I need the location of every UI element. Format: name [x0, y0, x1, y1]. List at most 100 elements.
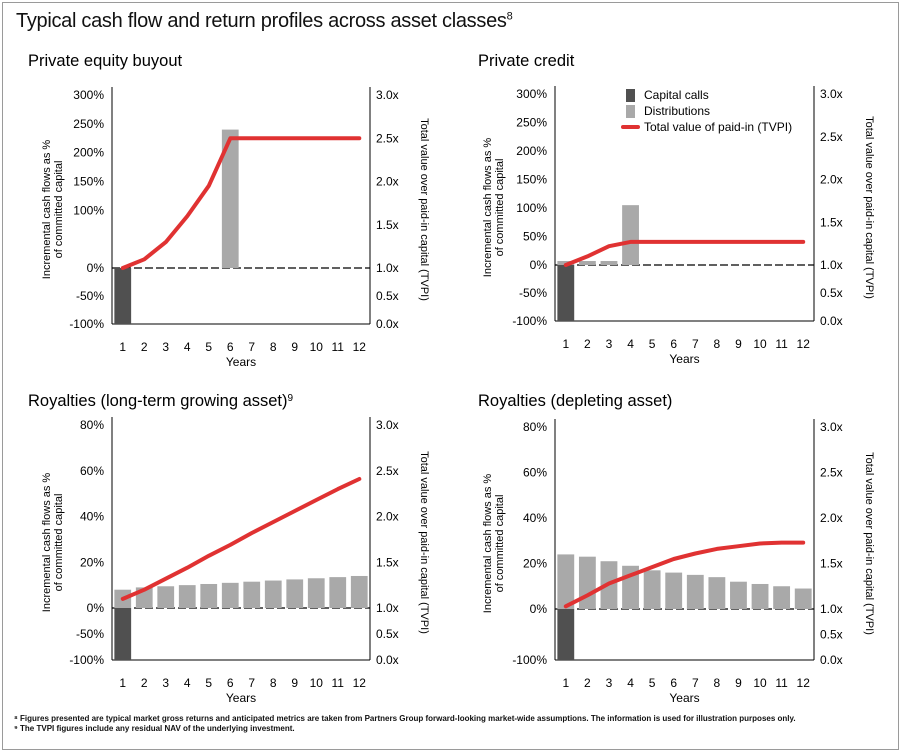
y2-tick-label: 2.0x — [820, 511, 843, 525]
bar-distribution — [665, 572, 683, 609]
x-tick-label: 9 — [735, 337, 742, 351]
title-footnote-ref: 9 — [288, 393, 294, 404]
y-axis-title-line1: Incremental cash flows as % — [482, 474, 494, 614]
bar-distribution — [600, 261, 618, 265]
y-tick-label: 20% — [523, 557, 547, 571]
x-tick-label: 8 — [270, 676, 277, 690]
bar-distribution — [157, 586, 175, 608]
x-tick-label: 7 — [692, 337, 699, 351]
y-axis-title-line1: Incremental cash flows as % — [41, 140, 53, 280]
chart-panel-4: Royalties (depleting asset) -100% 0% 20% 40%… — [478, 392, 875, 705]
y-axis-title-line1: Incremental cash flows as % — [41, 473, 53, 613]
y2-tick-label: 2.5x — [820, 466, 843, 480]
y2-tick-label: 0.0x — [820, 314, 843, 328]
y-tick-label: -100% — [69, 317, 104, 331]
bar-distribution — [751, 583, 769, 609]
x-tick-label: 4 — [627, 676, 634, 690]
x-axis-title: Years — [226, 355, 256, 369]
y2-axis-title: Total value over paid-in capital (TVPI) — [418, 118, 430, 301]
y-tick-label: -50% — [76, 627, 104, 641]
x-axis-title: Years — [669, 691, 699, 705]
y2-tick-label: 2.0x — [820, 173, 843, 187]
y-tick-label: 40% — [80, 510, 104, 524]
y-tick-label: 100% — [516, 201, 547, 215]
y2-tick-label: 1.5x — [820, 215, 843, 229]
y2-tick-label: 0.0x — [820, 653, 843, 667]
x-tick-label: 11 — [775, 337, 788, 351]
chart-panel-1: Private equity buyout -100% -50% 0% 100% 150%… — [28, 52, 430, 369]
y2-tick-label: 1.5x — [820, 557, 843, 571]
bar-distribution — [773, 586, 791, 609]
x-tick-label: 4 — [627, 337, 634, 351]
x-tick-label: 7 — [692, 676, 699, 690]
x-tick-label: 2 — [141, 340, 148, 354]
y-tick-label: 150% — [73, 175, 104, 189]
chart-panel-2: Private credit -100% -50% 0% 50% 100% 150% 200%… — [478, 52, 875, 366]
bar-distribution — [622, 205, 639, 265]
x-tick-label: 9 — [735, 676, 742, 690]
x-tick-label: 2 — [584, 337, 591, 351]
y2-tick-label: 0.5x — [376, 627, 399, 641]
x-tick-label: 1 — [562, 337, 569, 351]
y-tick-label: 50% — [523, 230, 547, 244]
x-tick-label: 6 — [227, 676, 234, 690]
y-tick-label: 80% — [80, 418, 104, 432]
bar-distribution — [286, 579, 304, 608]
x-tick-label: 11 — [332, 676, 345, 690]
y2-tick-label: 1.5x — [376, 555, 399, 569]
x-axis-title: Years — [226, 691, 256, 705]
y2-tick-label: 0.0x — [376, 317, 399, 331]
x-tick-label: 6 — [670, 337, 677, 351]
y-tick-label: 250% — [516, 116, 547, 130]
legend-swatch-1 — [626, 89, 635, 102]
y2-tick-label: 0.0x — [376, 653, 399, 667]
legend-swatch-2 — [626, 105, 635, 118]
x-tick-label: 5 — [649, 676, 656, 690]
x-tick-label: 7 — [248, 340, 255, 354]
bar-distribution — [350, 575, 368, 608]
x-tick-label: 3 — [162, 340, 169, 354]
footnote-1: ⁸ Figures presented are typical market g… — [14, 714, 796, 723]
bar-distribution — [643, 570, 661, 609]
x-tick-label: 8 — [714, 337, 721, 351]
tvpi-line — [563, 239, 806, 267]
legend-label-1: Capital calls — [644, 88, 709, 102]
y2-axis-title: Total value over paid-in capital (TVPI) — [863, 452, 875, 635]
x-axis-title: Years — [669, 352, 699, 366]
bar-capital-call — [114, 608, 132, 660]
y-axis-title-line2: of committed capital — [494, 159, 506, 257]
x-tick-label: 7 — [248, 676, 255, 690]
bar-distribution — [243, 581, 261, 608]
x-tick-label: 5 — [205, 676, 212, 690]
y-tick-label: 250% — [73, 117, 104, 131]
y-tick-label: 200% — [73, 146, 104, 160]
y-tick-label: 0% — [530, 258, 548, 272]
x-tick-label: 3 — [162, 676, 169, 690]
y2-tick-label: 0.5x — [820, 286, 843, 300]
bar-distribution — [221, 582, 239, 608]
y2-tick-label: 1.0x — [820, 602, 843, 616]
y-tick-label: 150% — [516, 173, 547, 187]
y-tick-label: 40% — [523, 511, 547, 525]
bar-distribution — [178, 585, 196, 608]
panel-title: Royalties (depleting asset) — [478, 392, 672, 410]
y2-tick-label: 0.5x — [376, 289, 399, 303]
x-tick-label: 5 — [205, 340, 212, 354]
x-tick-label: 3 — [606, 337, 613, 351]
x-tick-label: 10 — [753, 676, 767, 690]
bar-capital-call — [557, 609, 575, 660]
x-tick-label: 12 — [353, 340, 367, 354]
y2-tick-label: 2.0x — [376, 510, 399, 524]
x-tick-label: 2 — [584, 676, 591, 690]
legend-label-2: Distributions — [644, 104, 710, 118]
x-tick-label: 8 — [270, 340, 277, 354]
y2-tick-label: 3.0x — [376, 418, 399, 432]
y-axis-title-line1: Incremental cash flows as % — [482, 138, 494, 278]
panel-title: Private equity buyout — [28, 52, 183, 70]
x-tick-label: 1 — [562, 676, 569, 690]
x-tick-label: 8 — [714, 676, 721, 690]
y-axis-title-line2: of committed capital — [53, 161, 65, 259]
y-tick-label: -100% — [512, 314, 547, 328]
y2-axis-title: Total value over paid-in capital (TVPI) — [418, 451, 430, 634]
y2-tick-label: 2.5x — [820, 130, 843, 144]
